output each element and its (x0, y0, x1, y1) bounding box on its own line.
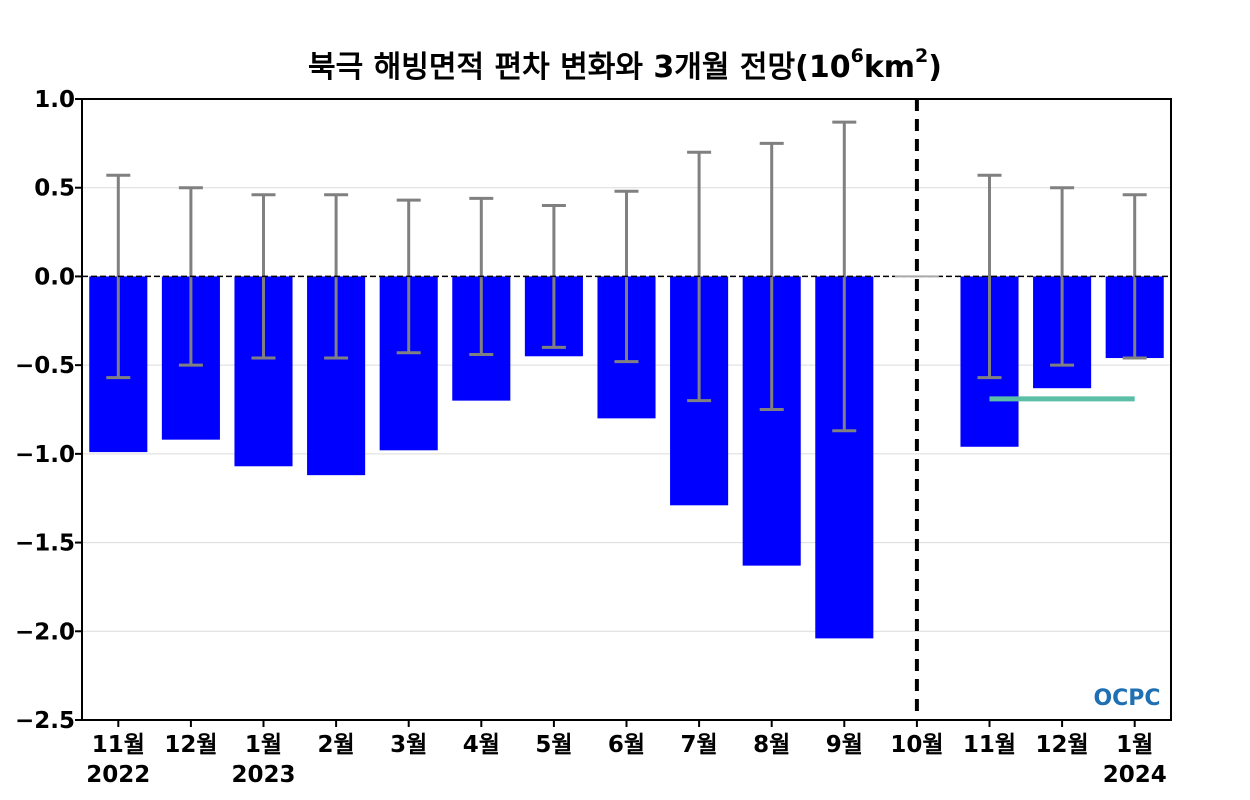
x-year-label: 2024 (1103, 762, 1167, 788)
chart-title-close: ) (928, 50, 942, 85)
error-bar (832, 120, 857, 433)
chart-title-unit: km (863, 50, 916, 85)
x-tick-label: 8월 (753, 732, 790, 758)
x-tick-label: 3월 (390, 732, 427, 758)
x-tick-label: 1월 (245, 732, 282, 758)
x-tick-label: 4월 (463, 732, 500, 758)
x-tick-label: 12월 (1036, 732, 1089, 758)
y-tick-label: −0.5 (15, 353, 75, 379)
x-tick-label: 11월 (963, 732, 1016, 758)
chart-title-main: 북극 해빙면적 편차 변화와 3개월 전망(10 (308, 50, 851, 85)
axis-ticks: 1.0 0.5 0.0 −0.5 −1.0 −1.5 −2.0 −2.5 11월 12월 1월 2월 3… (15, 87, 1167, 788)
y-tick-label: −2.5 (15, 708, 75, 734)
y-tick-label: −1.5 (15, 531, 75, 557)
chart-title: 북극 해빙면적 편차 변화와 3개월 전망(106km2) (0, 42, 1250, 86)
error-bar (1122, 193, 1147, 360)
x-tick-label: 11월 (92, 732, 145, 758)
y-tick-label: 0.5 (34, 176, 75, 202)
x-tick-label: 10월 (890, 732, 943, 758)
error-bar (1050, 186, 1075, 367)
y-tick-label: 0.0 (34, 264, 75, 290)
x-tick-label: 1월 (1116, 732, 1153, 758)
ocpc-logo: OCPC (1093, 686, 1160, 711)
chart-title-superscript-2: 2 (915, 45, 929, 67)
overlays (82, 99, 1171, 720)
y-tick-label: −2.0 (15, 619, 75, 645)
x-year-label: 2023 (231, 762, 295, 788)
x-tick-label: 5월 (535, 732, 572, 758)
ocpc-logo-text: OCPC (1093, 686, 1160, 711)
x-tick-label: 9월 (826, 732, 863, 758)
x-tick-label: 7월 (681, 732, 718, 758)
y-tick-label: 1.0 (34, 87, 75, 113)
x-tick-label: 2월 (318, 732, 355, 758)
chart-title-superscript-1: 6 (850, 45, 864, 67)
x-tick-label: 6월 (608, 732, 645, 758)
x-year-label: 2022 (86, 762, 150, 788)
x-tick-label: 12월 (164, 732, 217, 758)
y-tick-label: −1.0 (15, 442, 75, 468)
error-bar (977, 173, 1002, 380)
